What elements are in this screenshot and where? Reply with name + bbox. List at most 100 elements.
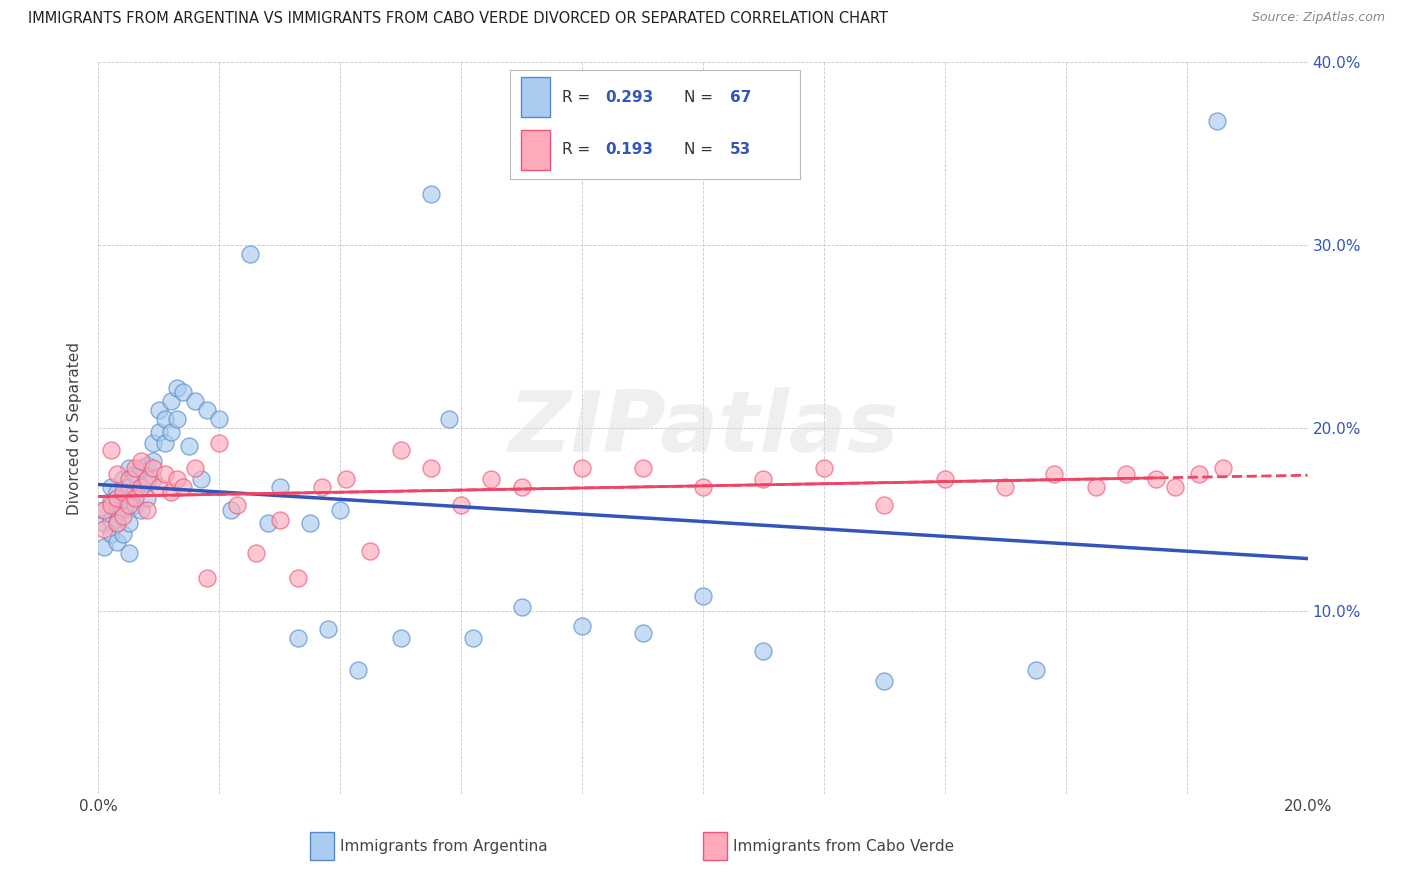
Point (105, 498, 128, 512)
Point (111, 485, 134, 500)
Point (360, 543, 382, 558)
Point (239, 247, 262, 261)
Point (571, 618, 593, 632)
Point (111, 503, 134, 517)
Point (195, 571, 218, 585)
Point (934, 472, 956, 486)
Point (994, 480, 1017, 494)
Point (105, 516, 128, 531)
Point (129, 503, 152, 517)
Point (129, 480, 152, 494)
Point (166, 381, 188, 395)
Point (166, 472, 188, 486)
Point (100, 494, 122, 508)
Point (118, 516, 141, 531)
Point (245, 545, 267, 559)
Point (118, 461, 141, 475)
Point (135, 458, 157, 472)
Point (389, 632, 412, 646)
Point (184, 461, 207, 475)
Point (148, 403, 170, 417)
Point (347, 663, 370, 677)
Point (93, 522, 115, 536)
Point (153, 435, 176, 450)
Point (329, 503, 352, 517)
Point (93, 540, 115, 554)
Point (420, 187, 443, 202)
Point (631, 461, 654, 475)
Point (100, 527, 122, 541)
Point (1024, 663, 1046, 677)
Point (111, 491, 134, 505)
Point (1085, 480, 1108, 494)
Point (105, 516, 128, 531)
Point (105, 491, 128, 505)
Point (124, 498, 146, 512)
Point (571, 461, 593, 475)
Point (226, 498, 249, 512)
Point (813, 461, 835, 475)
Point (100, 498, 122, 512)
Point (389, 443, 412, 458)
Point (1206, 114, 1229, 128)
Point (172, 384, 194, 399)
Point (100, 443, 122, 458)
Point (93, 516, 115, 531)
Point (153, 467, 176, 481)
Point (100, 512, 122, 526)
Point (118, 545, 141, 559)
Point (135, 491, 157, 505)
Point (124, 467, 146, 481)
Point (105, 534, 128, 549)
Point (135, 472, 157, 486)
Point (208, 412, 231, 426)
Point (1212, 461, 1234, 475)
Point (129, 454, 152, 468)
Point (160, 485, 183, 500)
Point (100, 480, 122, 494)
Point (135, 503, 157, 517)
Point (105, 503, 128, 517)
Point (142, 454, 165, 468)
Y-axis label: Divorced or Separated: Divorced or Separated (67, 342, 83, 515)
Point (692, 590, 714, 604)
Point (93, 503, 115, 517)
Point (118, 472, 141, 486)
Point (463, 632, 485, 646)
Text: ZIPatlas: ZIPatlas (508, 386, 898, 470)
Point (105, 485, 128, 500)
Point (195, 403, 218, 417)
Point (1115, 467, 1137, 481)
Point (105, 467, 128, 481)
Point (129, 461, 152, 475)
Point (692, 480, 714, 494)
Point (450, 498, 472, 512)
Point (93, 503, 115, 517)
Point (208, 435, 231, 450)
Point (124, 485, 146, 500)
Point (420, 461, 443, 475)
Point (287, 632, 309, 646)
Point (124, 461, 146, 475)
Point (481, 472, 503, 486)
Point (111, 508, 134, 523)
Point (142, 472, 165, 486)
Point (873, 673, 896, 688)
Point (631, 626, 654, 640)
Text: Source: ZipAtlas.com: Source: ZipAtlas.com (1251, 11, 1385, 24)
Point (148, 425, 170, 439)
Text: Immigrants from Cabo Verde: Immigrants from Cabo Verde (734, 839, 955, 854)
Text: IMMIGRANTS FROM ARGENTINA VS IMMIGRANTS FROM CABO VERDE DIVORCED OR SEPARATED CO: IMMIGRANTS FROM ARGENTINA VS IMMIGRANTS … (28, 11, 889, 26)
Text: Immigrants from Argentina: Immigrants from Argentina (340, 839, 548, 854)
Point (160, 425, 183, 439)
Point (1163, 480, 1185, 494)
Point (510, 480, 533, 494)
Point (118, 480, 141, 494)
Point (269, 512, 291, 526)
Point (1144, 472, 1167, 486)
Point (221, 503, 243, 517)
Point (142, 461, 165, 475)
Point (179, 440, 201, 453)
Point (135, 476, 157, 491)
Point (316, 623, 339, 637)
